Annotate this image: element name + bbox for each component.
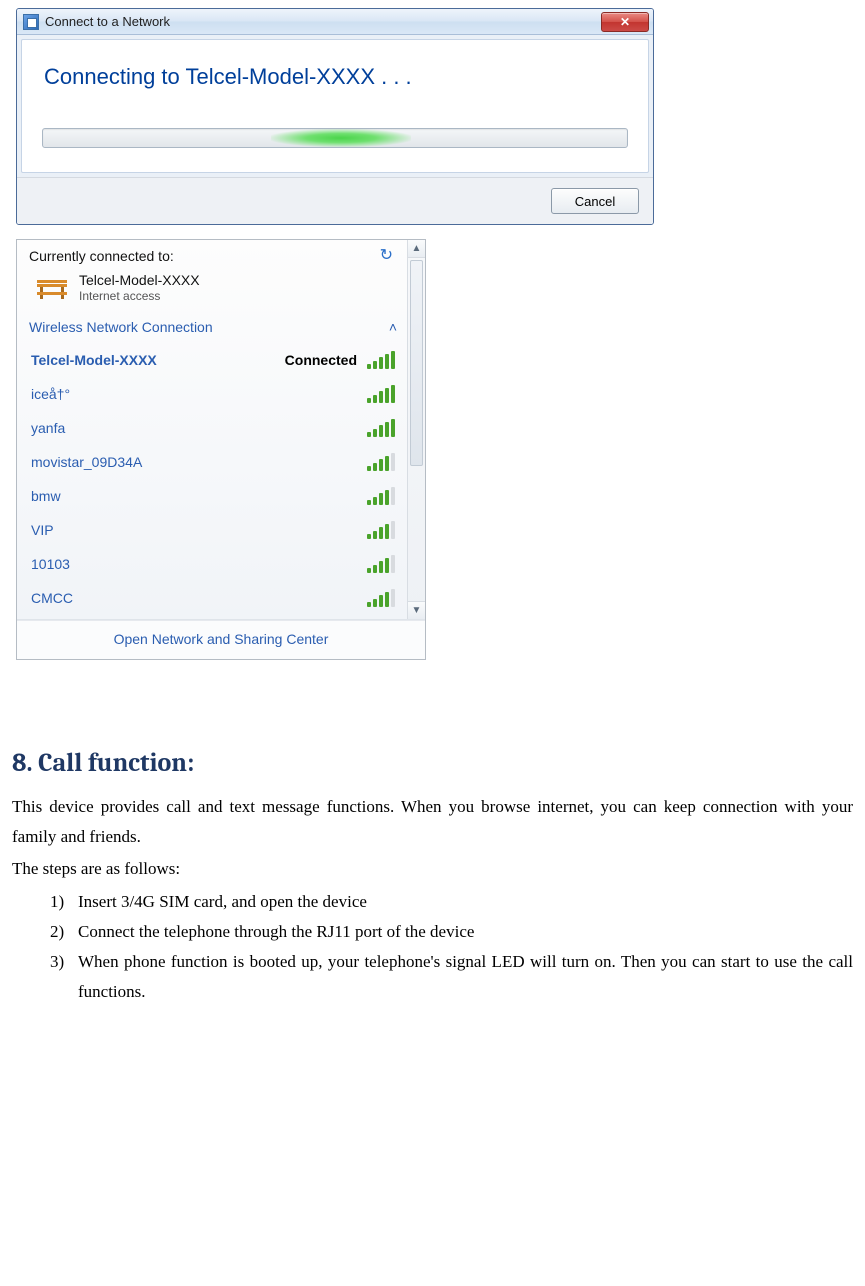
network-ssid: VIP: [31, 522, 54, 538]
network-row[interactable]: yanfa: [29, 411, 397, 445]
chevron-up-icon: ˄: [389, 319, 397, 335]
refresh-icon[interactable]: ↻: [380, 248, 397, 264]
signal-icon: [367, 521, 395, 539]
dialog-titlebar: Connect to a Network ✕: [17, 9, 653, 35]
network-row[interactable]: Telcel-Model-XXXX Connected: [29, 343, 397, 377]
dialog-body: Connecting to Telcel-Model-XXXX . . .: [21, 39, 649, 173]
currently-connected-label: Currently connected to:: [29, 248, 174, 264]
network-status: Connected: [285, 352, 357, 368]
section-heading: 8. Call function:: [12, 748, 853, 778]
network-ssid: Telcel-Model-XXXX: [31, 352, 157, 368]
scrollbar[interactable]: ▲ ▼: [407, 240, 425, 619]
doc-paragraph-1: This device provides call and text messa…: [12, 792, 853, 852]
scroll-track[interactable]: [408, 258, 425, 601]
doc-paragraph-2: The steps are as follows:: [12, 854, 853, 884]
network-row[interactable]: movistar_09D34A: [29, 445, 397, 479]
scroll-up-icon[interactable]: ▲: [408, 240, 425, 258]
steps-list: Insert 3/4G SIM card, and open the devic…: [12, 887, 853, 1006]
close-icon: ✕: [620, 15, 630, 29]
connected-subtext: Internet access: [79, 289, 200, 303]
network-row[interactable]: 10103: [29, 547, 397, 581]
signal-icon: [367, 453, 395, 471]
dialog-title: Connect to a Network: [45, 14, 601, 29]
network-ssid: bmw: [31, 488, 61, 504]
wireless-section-label: Wireless Network Connection: [29, 319, 213, 335]
cancel-button-label: Cancel: [575, 194, 615, 209]
connected-block: Telcel-Model-XXXX Internet access: [29, 270, 397, 311]
signal-icon: [367, 419, 395, 437]
scroll-down-icon[interactable]: ▼: [408, 601, 425, 619]
signal-icon: [367, 351, 395, 369]
network-ssid: iceå†°: [31, 386, 70, 402]
open-network-center-label: Open Network and Sharing Center: [114, 631, 329, 647]
open-network-center-link[interactable]: Open Network and Sharing Center: [17, 620, 425, 659]
signal-icon: [367, 487, 395, 505]
network-ssid: 10103: [31, 556, 70, 572]
signal-icon: [367, 589, 395, 607]
connect-dialog: Connect to a Network ✕ Connecting to Tel…: [16, 8, 654, 225]
network-row[interactable]: CMCC: [29, 581, 397, 615]
network-ssid: yanfa: [31, 420, 65, 436]
flyout-top: Currently connected to: ↻: [17, 240, 425, 620]
dialog-footer: Cancel: [17, 177, 653, 224]
network-flyout: Currently connected to: ↻: [16, 239, 426, 660]
step-item: When phone function is booted up, your t…: [50, 947, 853, 1007]
close-button[interactable]: ✕: [601, 12, 649, 32]
network-list: Telcel-Model-XXXX Connected iceå†° yanfa mov…: [29, 343, 397, 615]
connected-info: Telcel-Model-XXXX Internet access: [79, 272, 200, 303]
network-app-icon: [23, 14, 39, 30]
flyout-main: Currently connected to: ↻: [17, 240, 407, 619]
network-row[interactable]: bmw: [29, 479, 397, 513]
network-row[interactable]: iceå†°: [29, 377, 397, 411]
network-ssid: movistar_09D34A: [31, 454, 142, 470]
network-ssid: CMCC: [31, 590, 73, 606]
cancel-button[interactable]: Cancel: [551, 188, 639, 214]
progress-pulse: [271, 129, 411, 147]
step-item: Connect the telephone through the RJ11 p…: [50, 917, 853, 947]
step-item: Insert 3/4G SIM card, and open the devic…: [50, 887, 853, 917]
bench-icon: [35, 274, 69, 302]
progress-bar: [42, 128, 628, 148]
scroll-thumb[interactable]: [410, 260, 423, 466]
signal-icon: [367, 385, 395, 403]
flyout-header: Currently connected to: ↻: [29, 246, 397, 270]
connecting-message: Connecting to Telcel-Model-XXXX . . .: [44, 64, 628, 90]
signal-icon: [367, 555, 395, 573]
document-section: 8. Call function: This device provides c…: [10, 748, 855, 1006]
wireless-section-header[interactable]: Wireless Network Connection ˄: [29, 311, 397, 343]
network-row[interactable]: VIP: [29, 513, 397, 547]
connected-name: Telcel-Model-XXXX: [79, 272, 200, 288]
